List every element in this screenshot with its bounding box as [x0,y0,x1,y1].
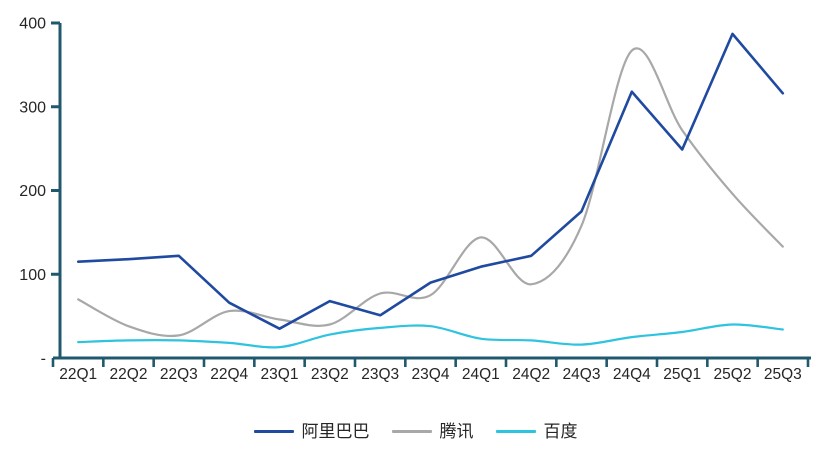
x-axis-label: 24Q1 [462,366,500,383]
x-axis-label: 23Q4 [412,366,450,383]
x-axis-label: 24Q4 [613,366,651,383]
x-axis-label: 22Q2 [110,366,148,383]
y-axis-label: 300 [19,99,46,116]
legend-line-icon [391,430,432,433]
x-axis-label: 22Q1 [59,366,97,383]
legend-item-百度[interactable]: 百度 [495,422,578,441]
x-axis-label: 24Q3 [563,366,601,383]
x-axis-label: 25Q2 [714,366,752,383]
series-line-腾讯 [77,47,784,338]
y-axis-label: 100 [19,267,46,284]
x-axis-label: 22Q4 [210,366,248,383]
x-axis-label: 24Q2 [512,366,550,383]
y-axis-label: 200 [19,183,46,200]
y-axis-label: 400 [19,16,46,33]
legend-item-阿里巴巴[interactable]: 阿里巴巴 [253,422,370,441]
x-axis-label: 25Q1 [663,366,701,383]
legend-label: 百度 [543,422,578,441]
series-line-百度 [77,323,784,349]
y-axis-zero-label: - [41,351,46,368]
x-axis-label: 25Q3 [764,366,802,383]
x-axis-label: 23Q2 [311,366,349,383]
legend-line-icon [495,430,536,433]
x-axis-label: 22Q3 [160,366,198,383]
x-axis-label: 23Q3 [361,366,399,383]
legend-label: 腾讯 [439,422,474,441]
legend-label: 阿里巴巴 [301,422,370,441]
legend-item-腾讯[interactable]: 腾讯 [391,422,474,441]
legend-line-icon [253,430,294,433]
x-axis-label: 23Q1 [261,366,299,383]
series-line-阿里巴巴 [76,32,785,330]
chart-legend: 阿里巴巴 腾讯 百度 [0,423,831,440]
